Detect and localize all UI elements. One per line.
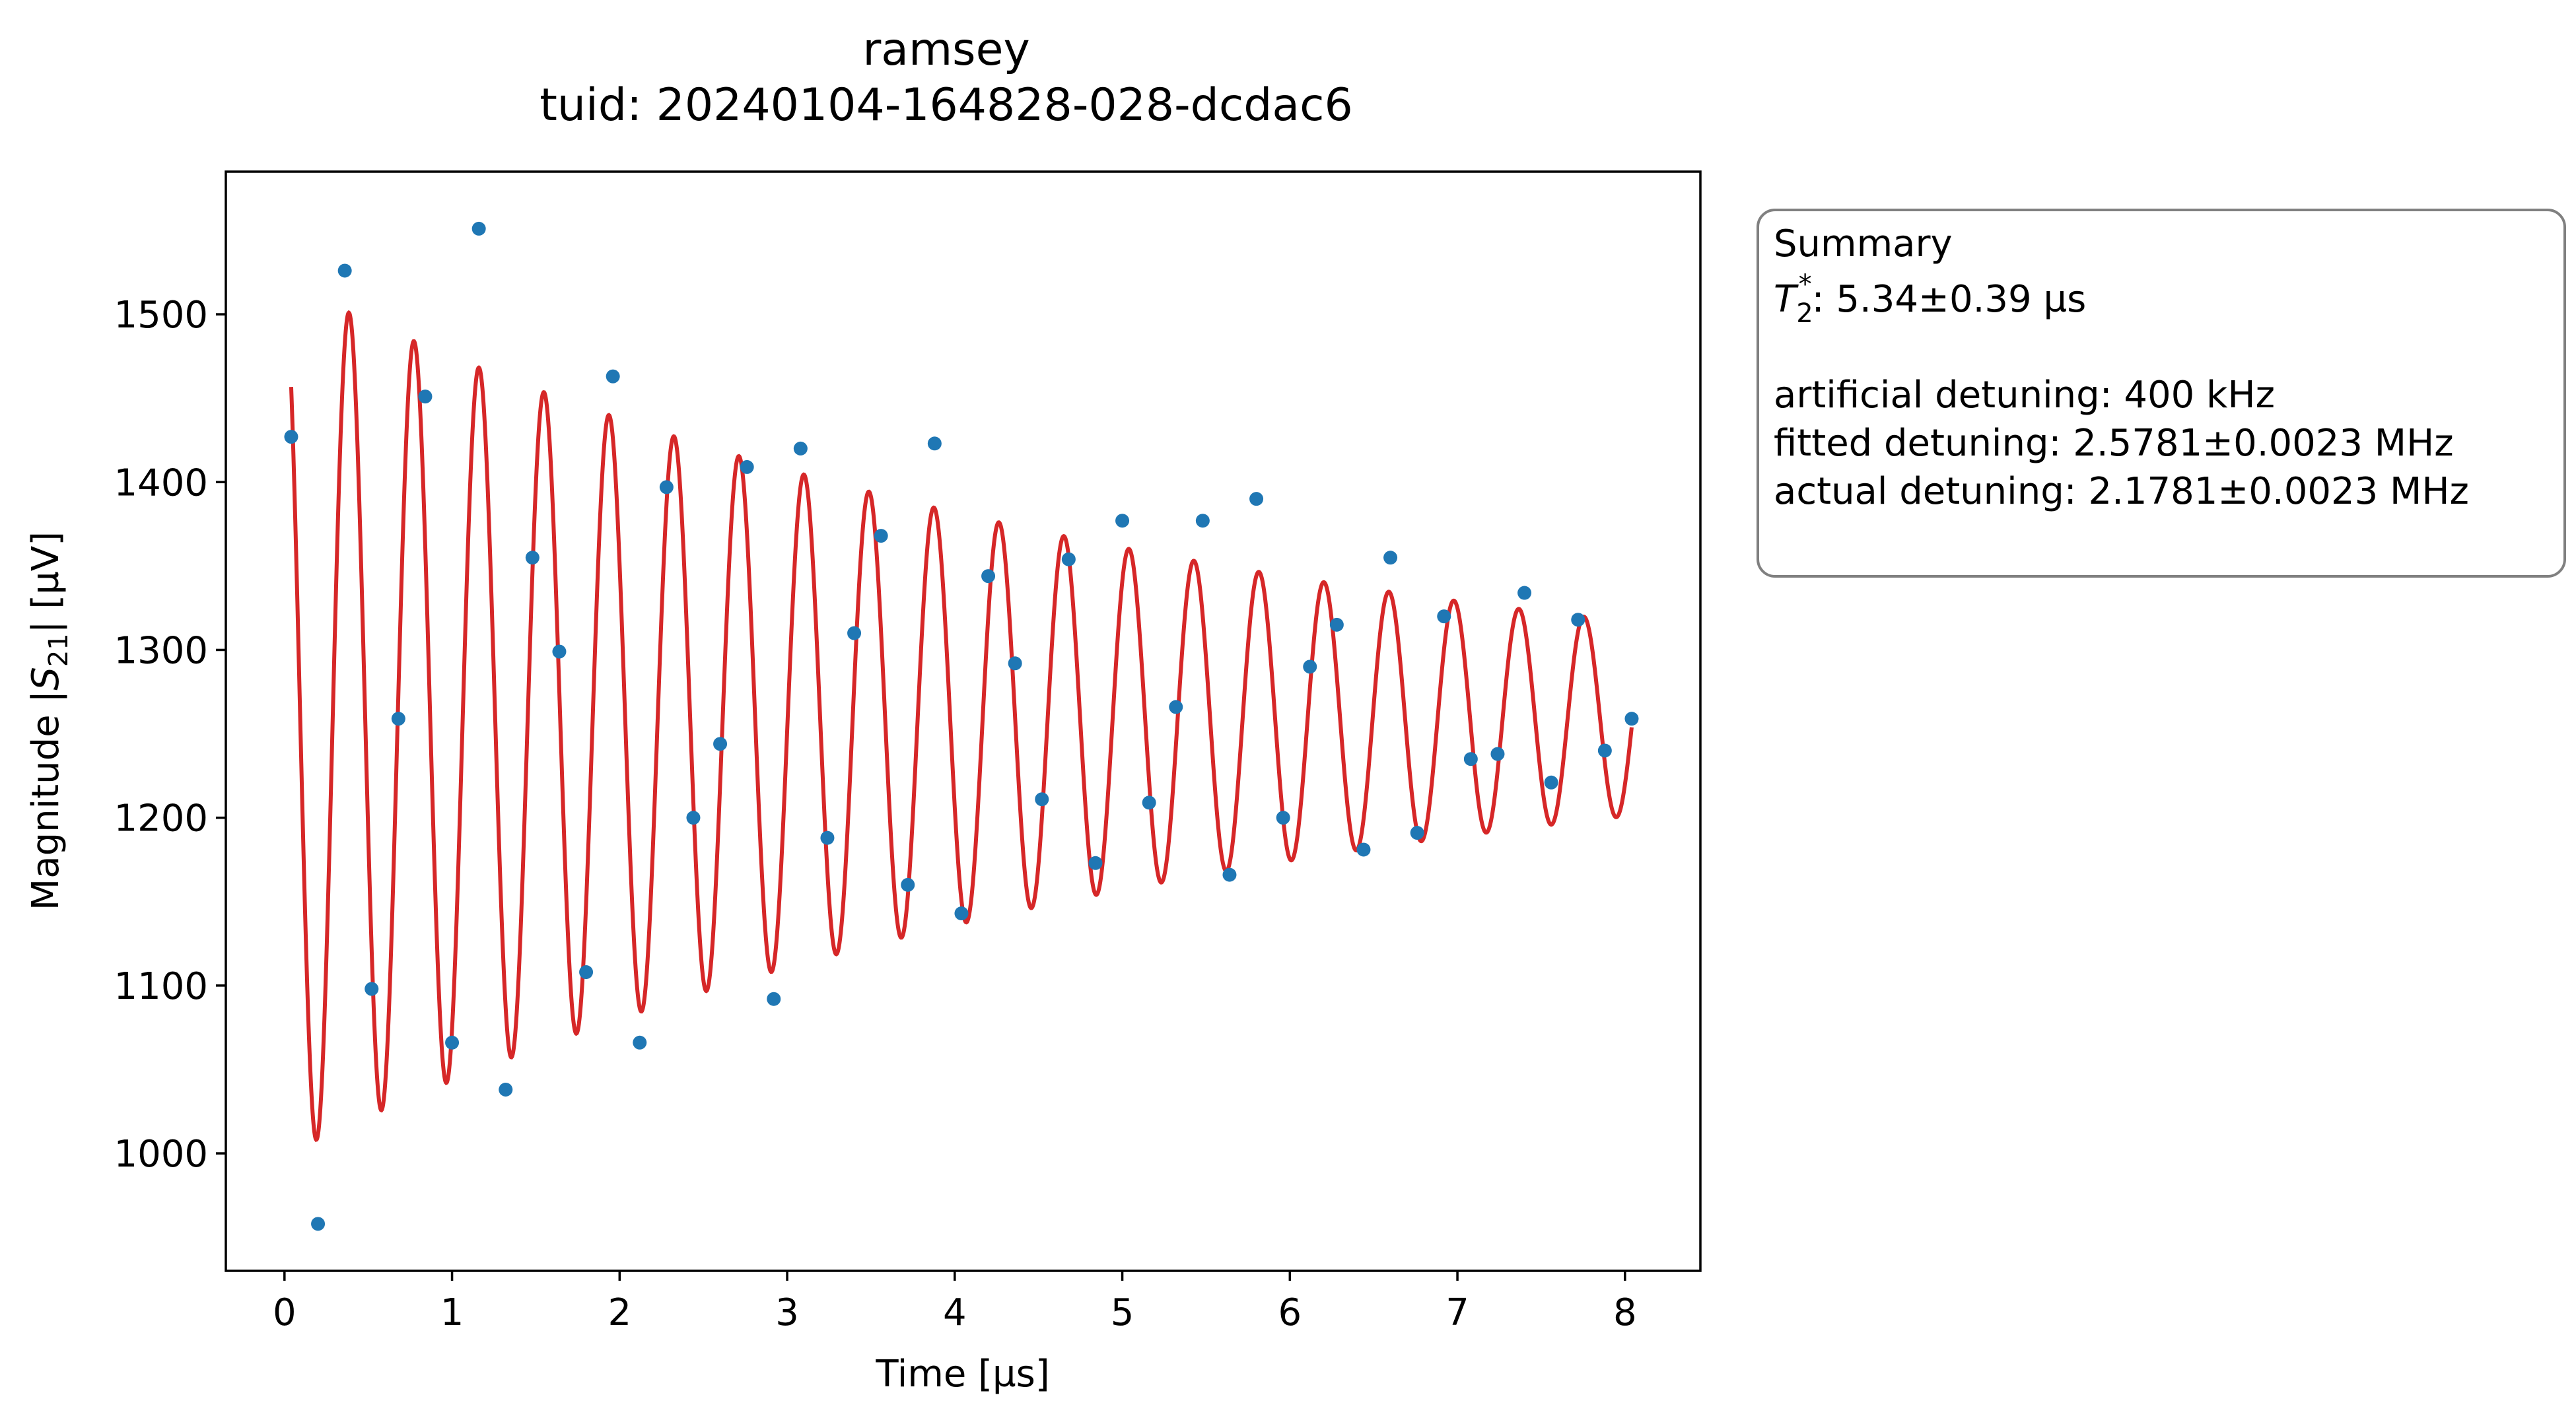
data-point	[391, 712, 405, 726]
data-point	[1329, 617, 1344, 632]
x-tick-label: 6	[1278, 1291, 1302, 1334]
data-point	[1597, 743, 1612, 758]
y-tick-label: 1400	[114, 461, 208, 504]
data-point	[1195, 514, 1210, 528]
data-point	[686, 811, 701, 825]
chart-subtitle: tuid: 20240104-164828-028-dcdac6	[540, 79, 1352, 131]
plot-area	[284, 221, 1639, 1231]
data-point	[767, 992, 781, 1006]
data-point	[445, 1035, 460, 1050]
data-point	[337, 263, 352, 278]
chart-title: ramsey	[862, 24, 1029, 76]
y-tick-label: 1200	[114, 797, 208, 840]
data-point	[1490, 747, 1505, 761]
axes-frame	[225, 170, 1702, 1272]
y-tick-label: 1500	[114, 294, 208, 337]
x-axis-label: Time [µs]	[875, 1353, 1049, 1396]
y-axis-ticks: 1000 1100 1200 1300 1400 1500	[114, 294, 226, 1176]
data-point	[1356, 842, 1371, 857]
summary-box: Summary T2*: 5.34±0.39 µs artificial det…	[1757, 209, 2566, 578]
data-point	[499, 1082, 513, 1097]
summary-actual-detuning: actual detuning: 2.1781±0.0023 MHz	[1774, 470, 2469, 513]
data-point	[1410, 826, 1424, 840]
data-point	[525, 551, 540, 565]
data-point	[284, 430, 298, 444]
data-point	[954, 906, 969, 921]
y-tick-label: 1000	[114, 1133, 208, 1176]
summary-box-frame	[1757, 209, 2566, 578]
data-point	[1383, 551, 1398, 565]
y-axis-label: Magnitude |S21| [µV]	[24, 531, 74, 910]
data-point	[1624, 712, 1639, 726]
data-point	[1571, 613, 1585, 627]
x-tick-label: 2	[608, 1291, 631, 1334]
summary-t2: T2*: 5.34±0.39 µs	[1774, 269, 2086, 329]
x-tick-label: 4	[943, 1291, 967, 1334]
data-point	[820, 831, 835, 845]
data-point	[418, 390, 433, 404]
data-point	[1276, 811, 1290, 825]
y-tick-label: 1300	[114, 629, 208, 672]
summary-fitted-detuning: fitted detuning: 2.5781±0.0023 MHz	[1774, 422, 2454, 465]
data-point	[874, 529, 888, 543]
y-tick-label: 1100	[114, 965, 208, 1008]
x-tick-label: 5	[1111, 1291, 1134, 1334]
data-point	[793, 441, 808, 456]
data-point	[901, 877, 915, 892]
data-point	[471, 221, 486, 236]
data-point	[740, 459, 754, 474]
data-point	[1303, 660, 1317, 674]
data-point	[713, 737, 728, 751]
data-point	[1544, 775, 1558, 790]
summary-heading: Summary	[1774, 222, 1953, 265]
data-point	[1437, 609, 1451, 624]
x-tick-label: 3	[775, 1291, 799, 1334]
data-point	[365, 982, 379, 996]
summary-artificial-detuning: artificial detuning: 400 kHz	[1774, 374, 2275, 417]
fit-curve	[289, 310, 1634, 1142]
data-point	[1035, 792, 1049, 807]
data-point	[1115, 514, 1130, 528]
x-tick-label: 0	[273, 1291, 296, 1334]
data-point	[1517, 586, 1532, 600]
x-axis-ticks: 0 1 2 3 4 5 6 7 8	[273, 1271, 1637, 1334]
x-tick-label: 7	[1445, 1291, 1469, 1334]
data-point	[847, 626, 862, 640]
data-point	[981, 569, 996, 584]
x-tick-label: 8	[1613, 1291, 1637, 1334]
data-point	[1142, 796, 1156, 810]
data-point	[579, 965, 594, 980]
data-point	[1061, 552, 1076, 566]
data-point	[1463, 752, 1478, 766]
data-point	[552, 644, 567, 659]
data-point	[1249, 492, 1264, 506]
x-tick-label: 1	[440, 1291, 464, 1334]
data-point	[606, 369, 620, 384]
data-point	[1169, 700, 1183, 714]
data-point	[1088, 856, 1103, 870]
data-point	[927, 436, 942, 451]
data-point	[311, 1217, 326, 1231]
data-point	[1222, 867, 1237, 882]
data-point	[659, 480, 674, 494]
data-point	[1008, 656, 1022, 671]
data-point	[633, 1035, 647, 1050]
